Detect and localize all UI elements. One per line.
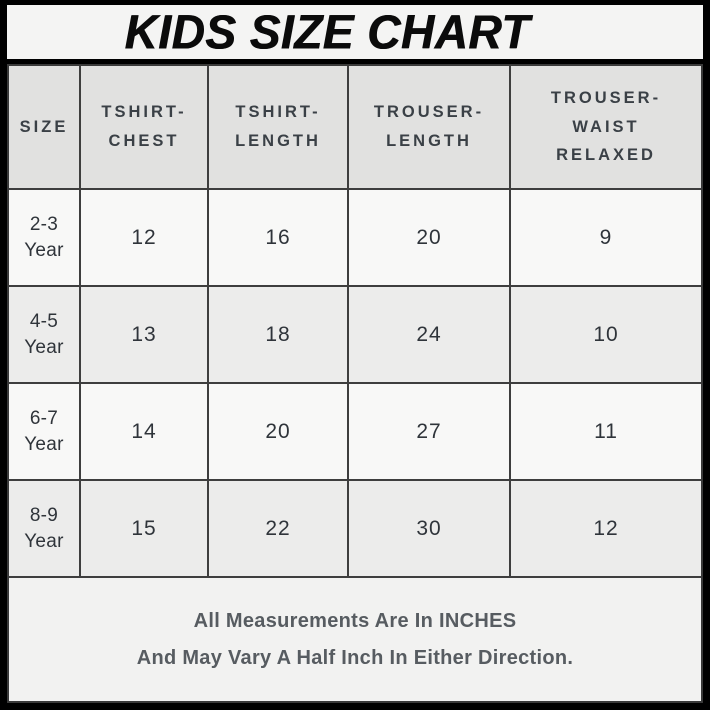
cell-trouser-waist: 9 — [511, 190, 701, 285]
cell-tshirt-length: 20 — [209, 384, 347, 479]
cell-trouser-waist: 10 — [511, 287, 701, 382]
cell-tshirt-chest: 12 — [81, 190, 207, 285]
footer-note: All Measurements Are In INCHES And May V… — [9, 578, 701, 701]
row-label: 2-3 Year — [9, 190, 79, 285]
cell-tshirt-chest: 13 — [81, 287, 207, 382]
cell-trouser-length: 24 — [349, 287, 509, 382]
header-cell-tshirt-chest: TSHIRT- CHEST — [81, 66, 207, 188]
cell-tshirt-length: 22 — [209, 481, 347, 576]
cell-tshirt-chest: 14 — [81, 384, 207, 479]
header-cell-trouser-length: TROUSER- LENGTH — [349, 66, 509, 188]
header-cell-trouser-waist-relaxed: TROUSER- WAIST RELAXED — [511, 66, 701, 188]
cell-trouser-waist: 12 — [511, 481, 701, 576]
row-label: 4-5 Year — [9, 287, 79, 382]
title-banner: KIDS SIZE CHART — [7, 5, 703, 59]
cell-trouser-waist: 11 — [511, 384, 701, 479]
header-cell-tshirt-length: TSHIRT- LENGTH — [209, 66, 347, 188]
row-label: 8-9 Year — [9, 481, 79, 576]
size-table: SIZE TSHIRT- CHEST TSHIRT- LENGTH TROUSE… — [7, 64, 703, 703]
note-line-1: All Measurements Are In INCHES — [193, 609, 517, 632]
cell-tshirt-length: 16 — [209, 190, 347, 285]
cell-trouser-length: 20 — [349, 190, 509, 285]
cell-tshirt-chest: 15 — [81, 481, 207, 576]
cell-trouser-length: 27 — [349, 384, 509, 479]
row-label: 6-7 Year — [9, 384, 79, 479]
cell-trouser-length: 30 — [349, 481, 509, 576]
page-title: KIDS SIZE CHART — [124, 5, 530, 59]
cell-tshirt-length: 18 — [209, 287, 347, 382]
note-line-2: And May Vary A Half Inch In Either Direc… — [136, 646, 574, 669]
header-cell-size: SIZE — [9, 66, 79, 188]
